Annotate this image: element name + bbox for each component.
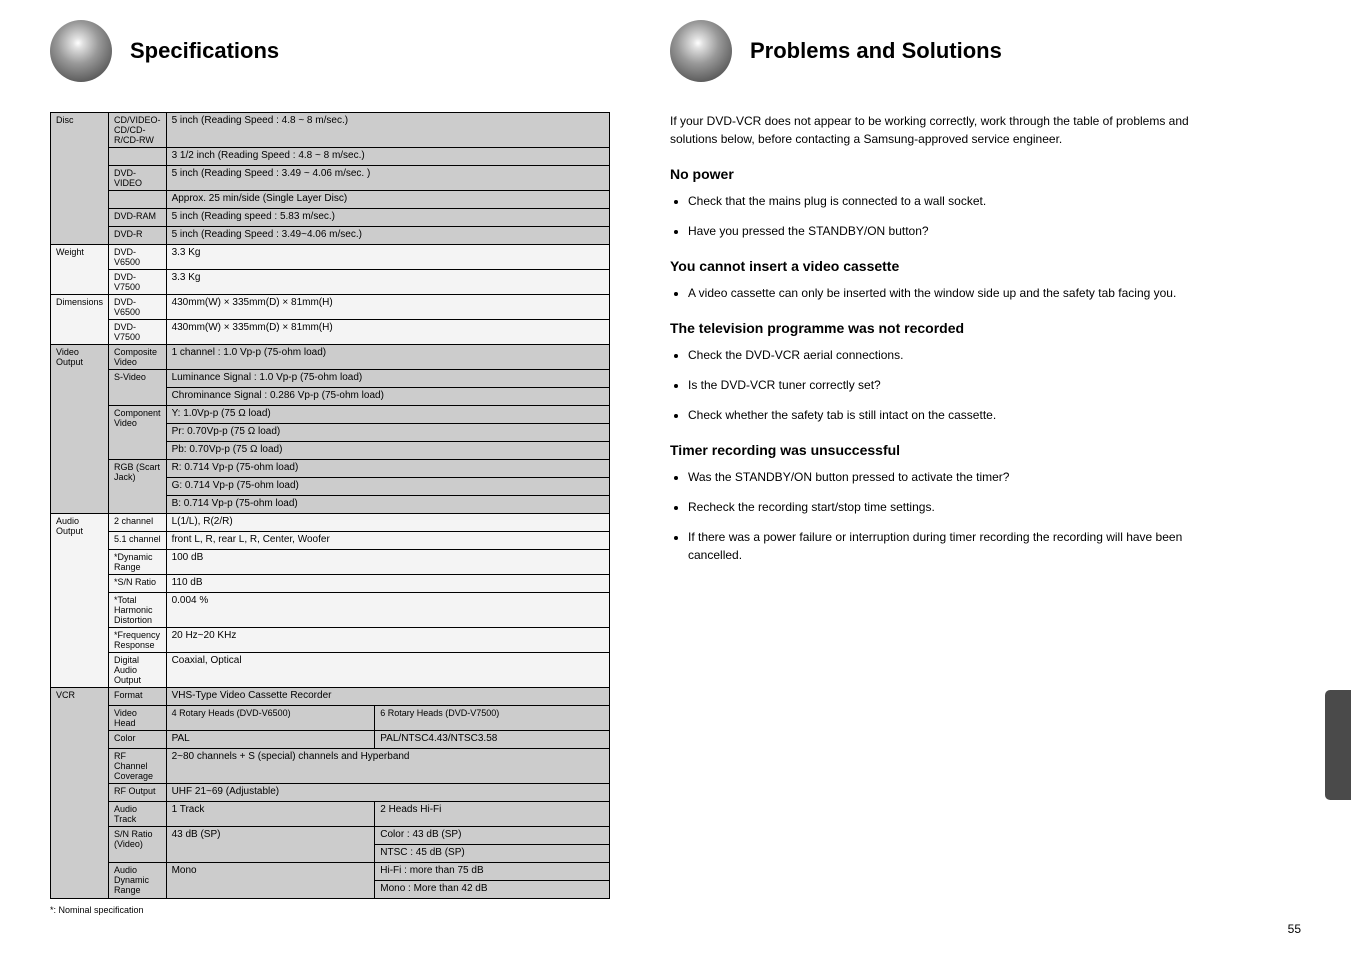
spec-table: Disc CD/VIDEO-CD/CD-R/CD-RW 5 inch (Read… <box>50 112 610 899</box>
cat-dim: Dimensions <box>51 295 109 345</box>
intro-text: If your DVD-VCR does not appear to be wo… <box>670 112 1230 148</box>
issue-list: Was the STANDBY/ON button pressed to act… <box>688 468 1230 564</box>
problems-heading: Problems and Solutions <box>670 20 1230 82</box>
cat-audio: Audio Output <box>51 514 109 688</box>
cat-weight: Weight <box>51 245 109 295</box>
issue-list: Check that the mains plug is connected t… <box>688 192 1230 240</box>
footnote: *: Nominal specification <box>50 905 610 915</box>
cat-video: Video Output <box>51 345 109 514</box>
problems-title: Problems and Solutions <box>750 38 1002 64</box>
issue-list: Check the DVD-VCR aerial connections. Is… <box>688 346 1230 424</box>
cat-vcr: VCR <box>51 688 109 899</box>
issue-heading: You cannot insert a video cassette <box>670 258 1230 274</box>
sphere-icon <box>50 20 112 82</box>
spec-title: Specifications <box>130 38 279 64</box>
side-tab: REFERENCE <box>1325 690 1351 800</box>
issue-heading: The television programme was not recorde… <box>670 320 1230 336</box>
cat-disc: Disc <box>51 113 109 245</box>
issue-list: A video cassette can only be inserted wi… <box>688 284 1230 302</box>
issue-heading: Timer recording was unsuccessful <box>670 442 1230 458</box>
sphere-icon <box>670 20 732 82</box>
page-number: 55 <box>1288 922 1301 936</box>
issue-heading: No power <box>670 166 1230 182</box>
spec-heading: Specifications <box>50 20 610 82</box>
